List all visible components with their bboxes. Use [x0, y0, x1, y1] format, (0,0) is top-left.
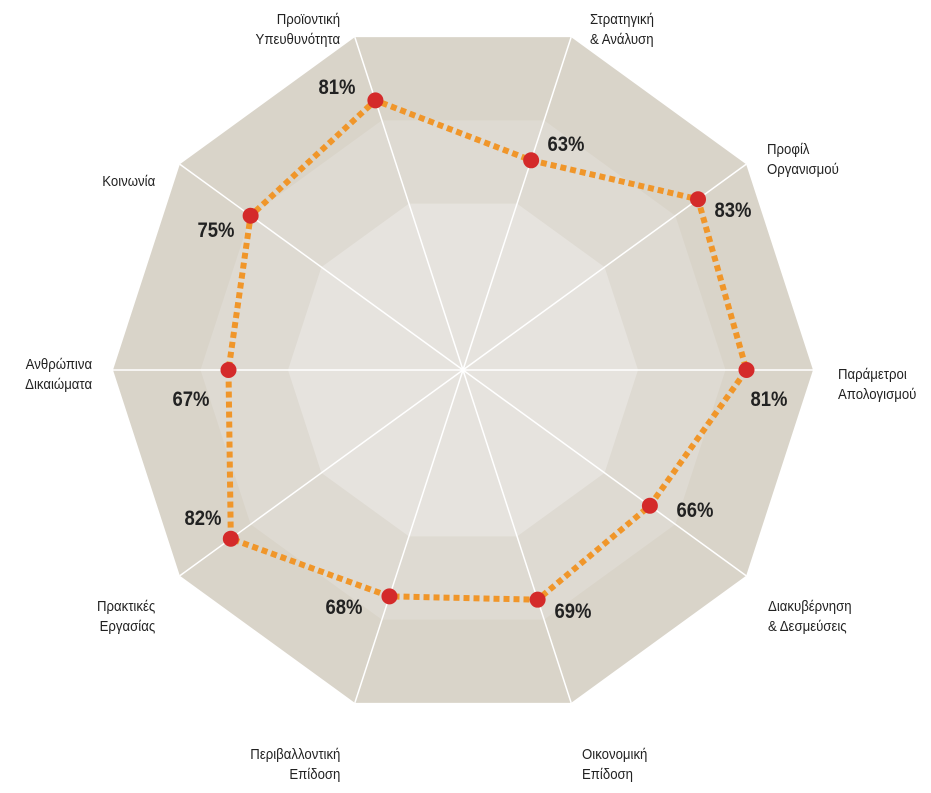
value-label: 67%	[172, 388, 209, 411]
data-point	[529, 591, 546, 608]
data-point	[367, 92, 384, 109]
data-point	[381, 588, 398, 605]
spoke	[354, 36, 464, 371]
spoke	[462, 36, 572, 371]
value-label: 63%	[547, 133, 585, 157]
axis-label: Οικονομική Επίδοση	[582, 746, 648, 783]
axis-label: Ανθρώπινα Δικαιώματα	[25, 356, 93, 393]
value-label: 82%	[184, 506, 222, 530]
spoke	[462, 369, 572, 704]
value-label: 66%	[676, 498, 714, 522]
spoke	[462, 369, 747, 577]
axis-label: Πρακτικές Εργασίας	[96, 598, 155, 635]
axis-label: Διακυβέρνηση & Δεσμεύσεις	[768, 598, 852, 635]
data-point	[220, 362, 237, 378]
value-label: 83%	[714, 199, 752, 223]
value-label: 81%	[750, 388, 787, 411]
spoke	[354, 369, 464, 704]
axis-label: Παράμετροι Απολογισμού	[838, 366, 917, 403]
axis-label: Κοινωνία	[102, 173, 155, 190]
axis-label: Περιβαλλοντική Επίδοση	[249, 746, 340, 783]
data-point	[641, 497, 658, 514]
value-label: 68%	[325, 596, 363, 620]
data-point	[738, 362, 755, 378]
data-point	[523, 152, 540, 169]
axis-label: Προφίλ Οργανισμού	[767, 141, 839, 178]
data-point	[690, 191, 707, 208]
data-point	[222, 530, 239, 547]
axis-label: Προϊοντική Υπευθυνότητα	[255, 11, 340, 48]
value-label: 75%	[197, 218, 235, 242]
value-label: 69%	[554, 599, 592, 623]
spoke	[179, 163, 464, 371]
axis-label: Στρατηγική & Ανάλυση	[590, 11, 654, 48]
value-label: 81%	[318, 76, 356, 100]
data-point	[242, 207, 259, 224]
